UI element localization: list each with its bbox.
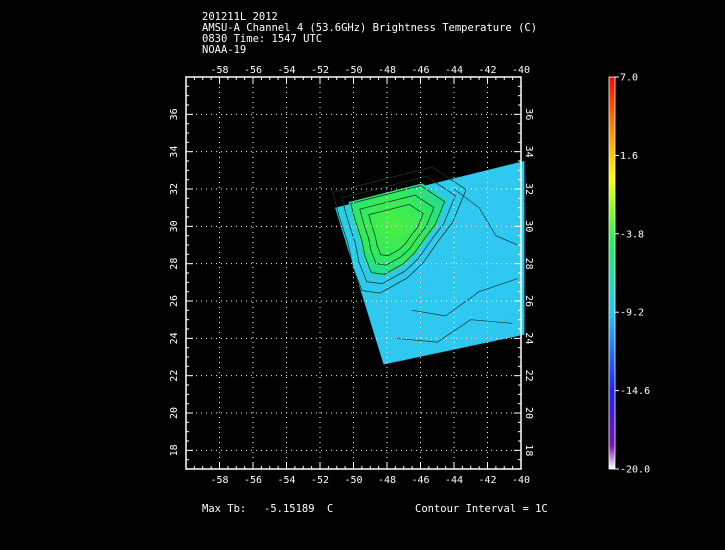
- max-tb-unit: C: [327, 503, 334, 515]
- x-tick-label-top: -54: [277, 65, 295, 76]
- y-tick-label-left: 28: [169, 258, 180, 270]
- y-tick-label-right: 34: [523, 146, 534, 158]
- x-tick-label-top: -52: [311, 65, 329, 76]
- y-tick-label-left: 18: [169, 444, 180, 456]
- y-tick-label-right: 22: [523, 370, 534, 382]
- x-tick-label-top: -40: [512, 65, 530, 76]
- contour-line: [332, 166, 467, 294]
- y-tick-label-left: 26: [169, 295, 180, 307]
- x-tick-label-bottom: -50: [344, 475, 362, 486]
- x-tick-label-bottom: -46: [411, 475, 429, 486]
- x-tick-label-top: -44: [445, 65, 463, 76]
- header-line-1: 201211L 2012: [202, 11, 278, 23]
- x-tick-label-bottom: -56: [244, 475, 262, 486]
- x-tick-label-bottom: -54: [277, 475, 295, 486]
- y-tick-label-left: 32: [169, 183, 180, 195]
- x-tick-label-top: -56: [244, 65, 262, 76]
- x-tick-label-top: -48: [378, 65, 396, 76]
- y-tick-label-right: 18: [523, 444, 534, 456]
- colorbar-tick-label: -20.0: [620, 465, 650, 476]
- contour-interval: Contour Interval = 1C: [415, 503, 548, 515]
- y-tick-label-left: 24: [169, 332, 180, 344]
- colorbar-tick-label: -14.6: [620, 386, 650, 397]
- y-tick-label-left: 30: [169, 220, 180, 232]
- y-tick-label-left: 22: [169, 370, 180, 382]
- x-tick-label-bottom: -42: [478, 475, 496, 486]
- contour-line: [412, 278, 518, 317]
- x-tick-label-top: -42: [478, 65, 496, 76]
- colorbar: [608, 76, 616, 470]
- y-tick-label-right: 30: [523, 220, 534, 232]
- x-tick-label-bottom: -52: [311, 475, 329, 486]
- x-tick-label-bottom: -44: [445, 475, 463, 486]
- x-tick-label-bottom: -48: [378, 475, 396, 486]
- contour-line: [350, 185, 446, 275]
- header-line-4: NOAA-19: [202, 44, 247, 56]
- y-tick-label-right: 26: [523, 295, 534, 307]
- y-tick-label-right: 36: [523, 108, 534, 120]
- contour-line: [359, 194, 435, 266]
- colorbar-tick-label: 7.0: [620, 73, 638, 84]
- contour-line: [341, 175, 456, 285]
- header-line-3: 0830 Time: 1547 UTC: [202, 33, 323, 45]
- y-tick-label-right: 32: [523, 183, 534, 195]
- contour-line: [395, 319, 513, 343]
- contour-line: [368, 203, 424, 257]
- y-tick-label-left: 20: [169, 407, 180, 419]
- colorbar-tick-label: -9.2: [620, 308, 644, 319]
- x-tick-label-top: -50: [344, 65, 362, 76]
- y-tick-label-right: 24: [523, 332, 534, 344]
- max-tb-value: -5.15189: [264, 503, 315, 515]
- max-tb-label: Max Tb:: [202, 503, 247, 515]
- x-tick-label-bottom: -40: [512, 475, 530, 486]
- x-tick-label-bottom: -58: [210, 475, 228, 486]
- y-tick-label-left: 36: [169, 108, 180, 120]
- y-tick-label-right: 20: [523, 407, 534, 419]
- warm-core-region: [348, 183, 448, 277]
- header-line-2: AMSU-A Channel 4 (53.6GHz) Brightness Te…: [202, 22, 538, 34]
- x-tick-label-top: -46: [411, 65, 429, 76]
- y-tick-label-left: 34: [169, 146, 180, 158]
- colorbar-tick-label: -3.8: [620, 229, 644, 240]
- colorbar-tick-label: 1.6: [620, 151, 638, 162]
- contour-line: [453, 188, 518, 246]
- x-tick-label-top: -58: [210, 65, 228, 76]
- y-tick-label-right: 28: [523, 258, 534, 270]
